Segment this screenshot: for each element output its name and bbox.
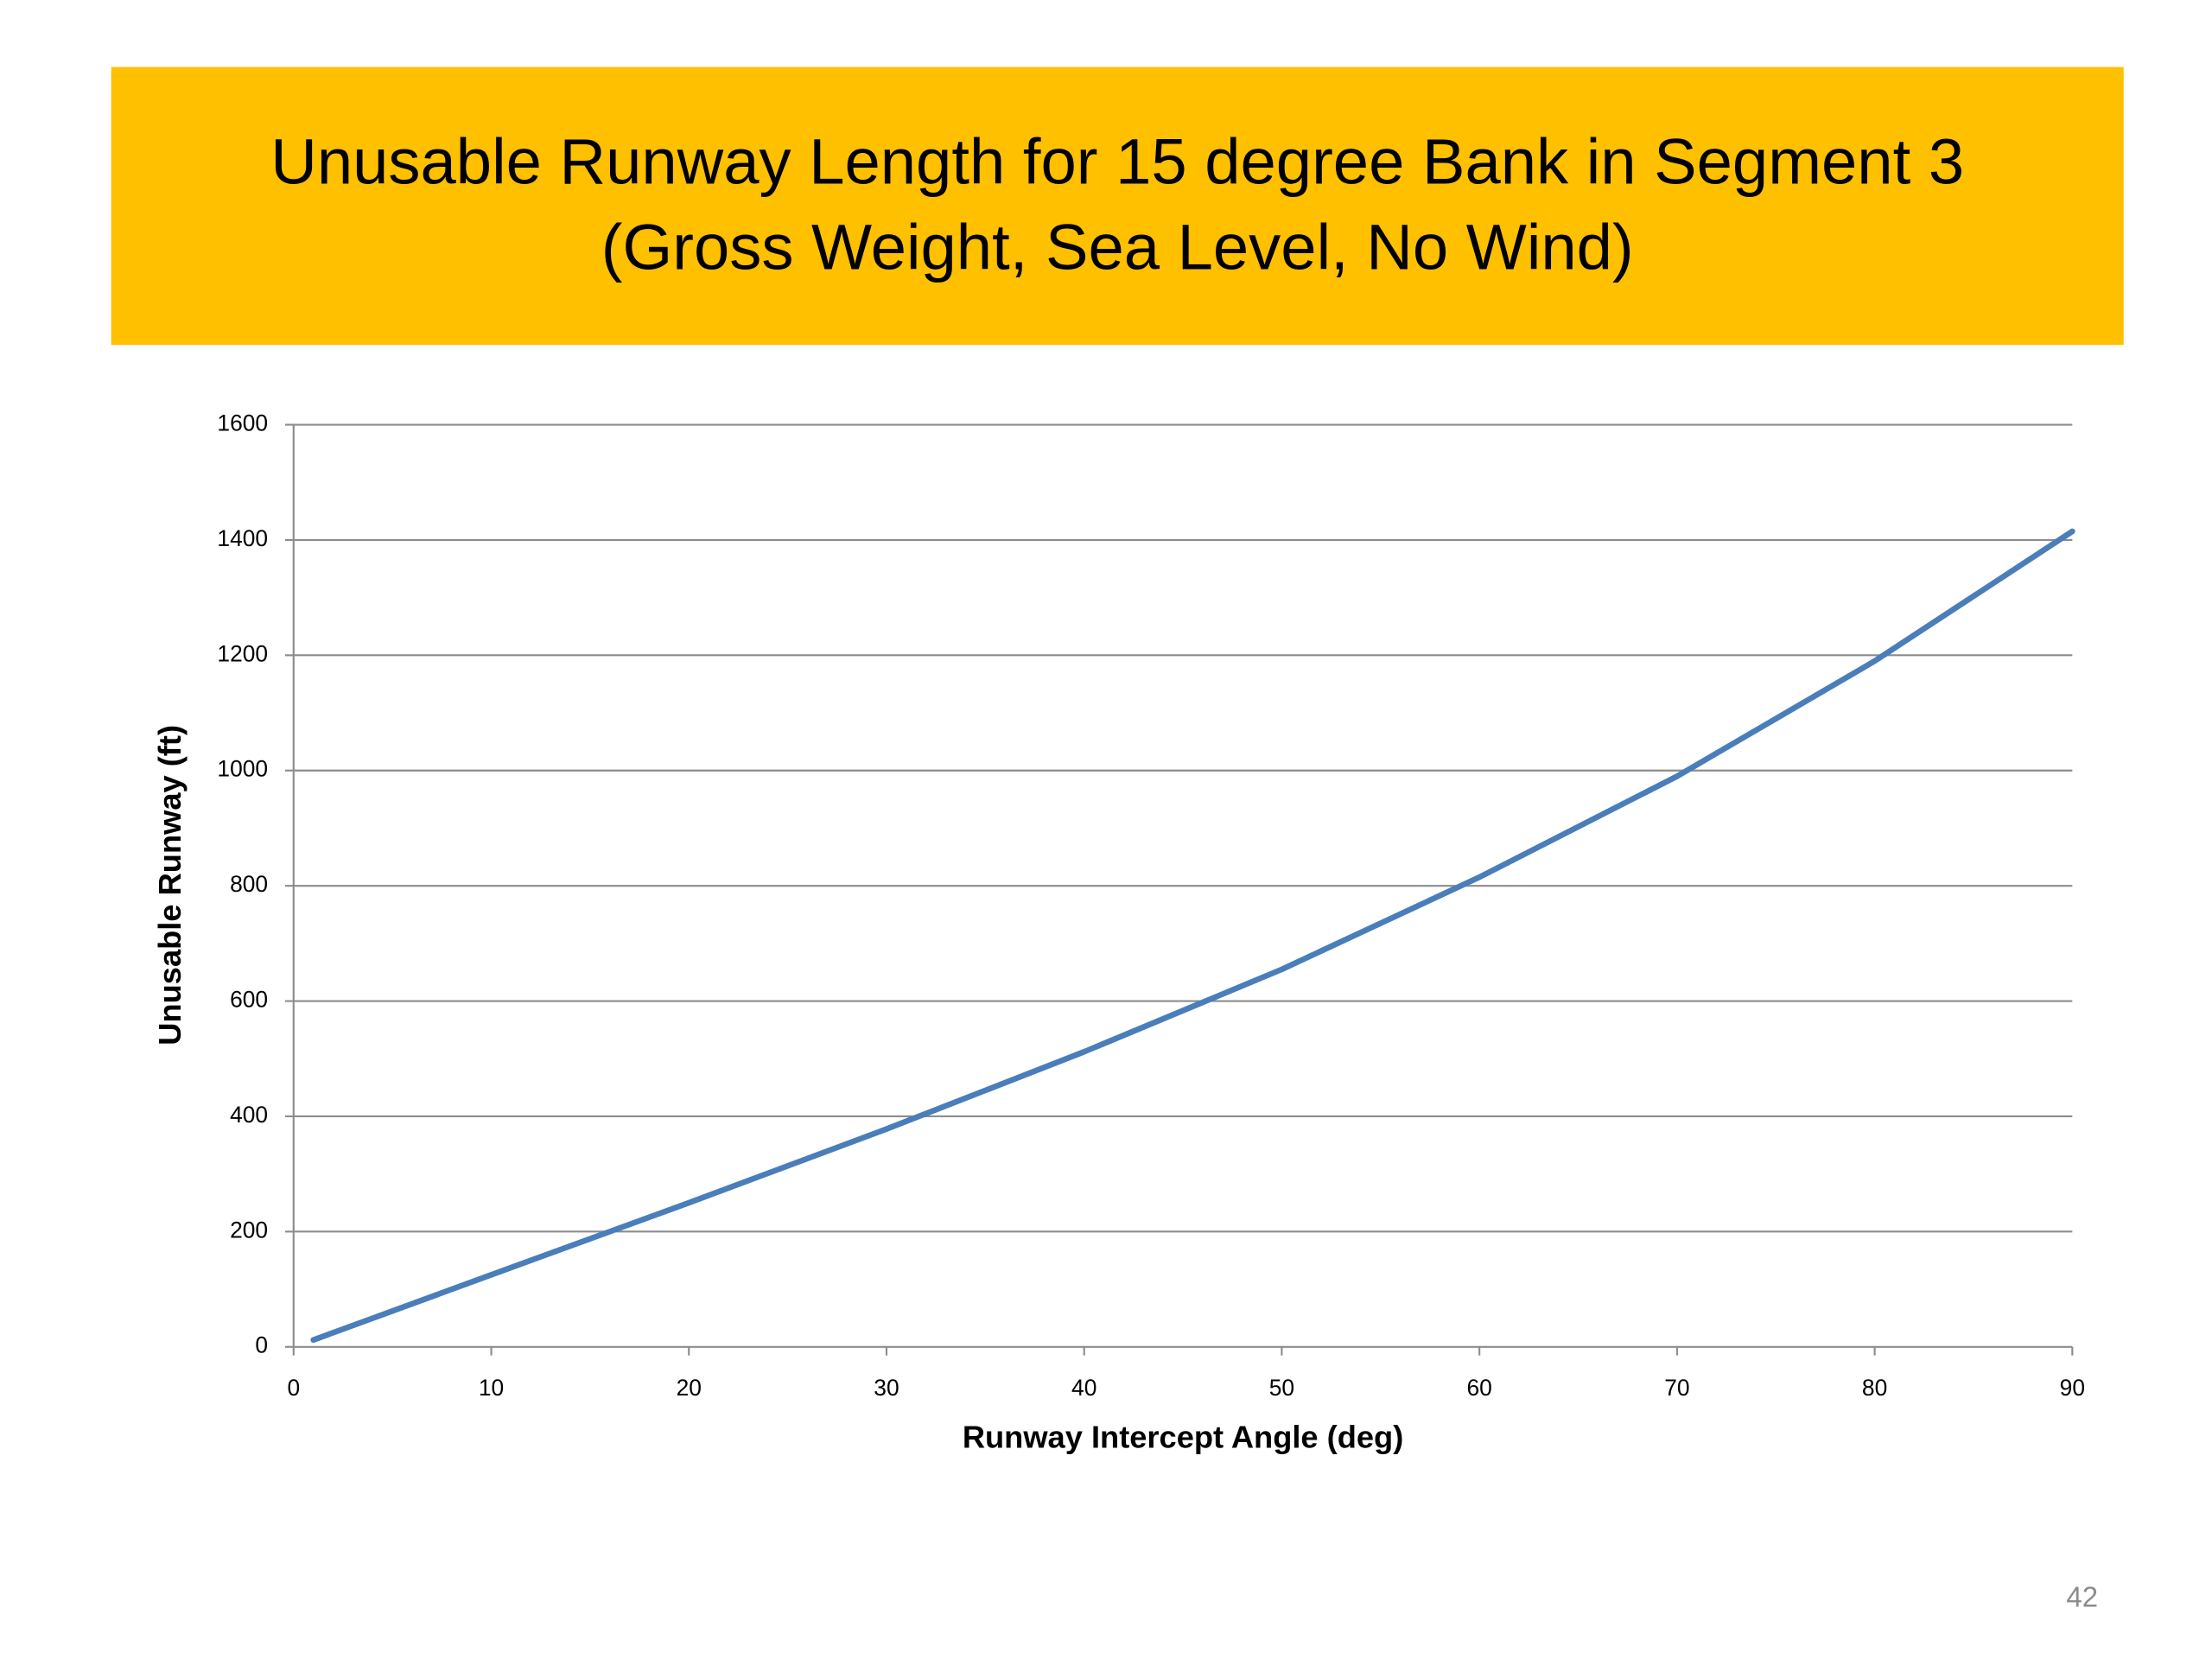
x-tick-label: 30 xyxy=(874,1375,899,1401)
x-tick-label: 50 xyxy=(1269,1375,1294,1401)
x-tick-label: 10 xyxy=(479,1375,504,1401)
y-tick-label: 800 xyxy=(230,871,268,897)
title-banner xyxy=(111,67,2124,346)
x-tick-label: 40 xyxy=(1071,1375,1096,1401)
y-tick-label: 0 xyxy=(255,1332,268,1358)
y-tick-label: 1600 xyxy=(217,410,268,436)
chart-subtitle: (Gross Weight, Sea Level, No Wind) xyxy=(601,212,1634,283)
y-tick-label: 400 xyxy=(230,1102,268,1128)
x-axis-label: Runway Intercept Angle (deg) xyxy=(963,1420,1403,1455)
x-tick-label: 20 xyxy=(677,1375,702,1401)
x-tick-label: 80 xyxy=(1862,1375,1887,1401)
y-tick-label: 600 xyxy=(230,987,268,1013)
y-tick-label: 1200 xyxy=(217,640,268,666)
x-tick-label: 0 xyxy=(287,1375,300,1401)
y-axis-label: Unusable Runway (ft) xyxy=(152,725,188,1046)
y-tick-label: 1000 xyxy=(217,756,268,782)
chart-title: Unusable Runway Length for 15 degree Ban… xyxy=(270,126,1964,198)
page-number: 42 xyxy=(2066,1580,2098,1612)
y-tick-label: 1400 xyxy=(217,525,268,551)
x-tick-label: 90 xyxy=(2060,1375,2085,1401)
y-tick-label: 200 xyxy=(230,1217,268,1243)
x-tick-label: 60 xyxy=(1466,1375,1491,1401)
data-line xyxy=(310,528,2075,1344)
x-tick-label: 70 xyxy=(1664,1375,1689,1401)
